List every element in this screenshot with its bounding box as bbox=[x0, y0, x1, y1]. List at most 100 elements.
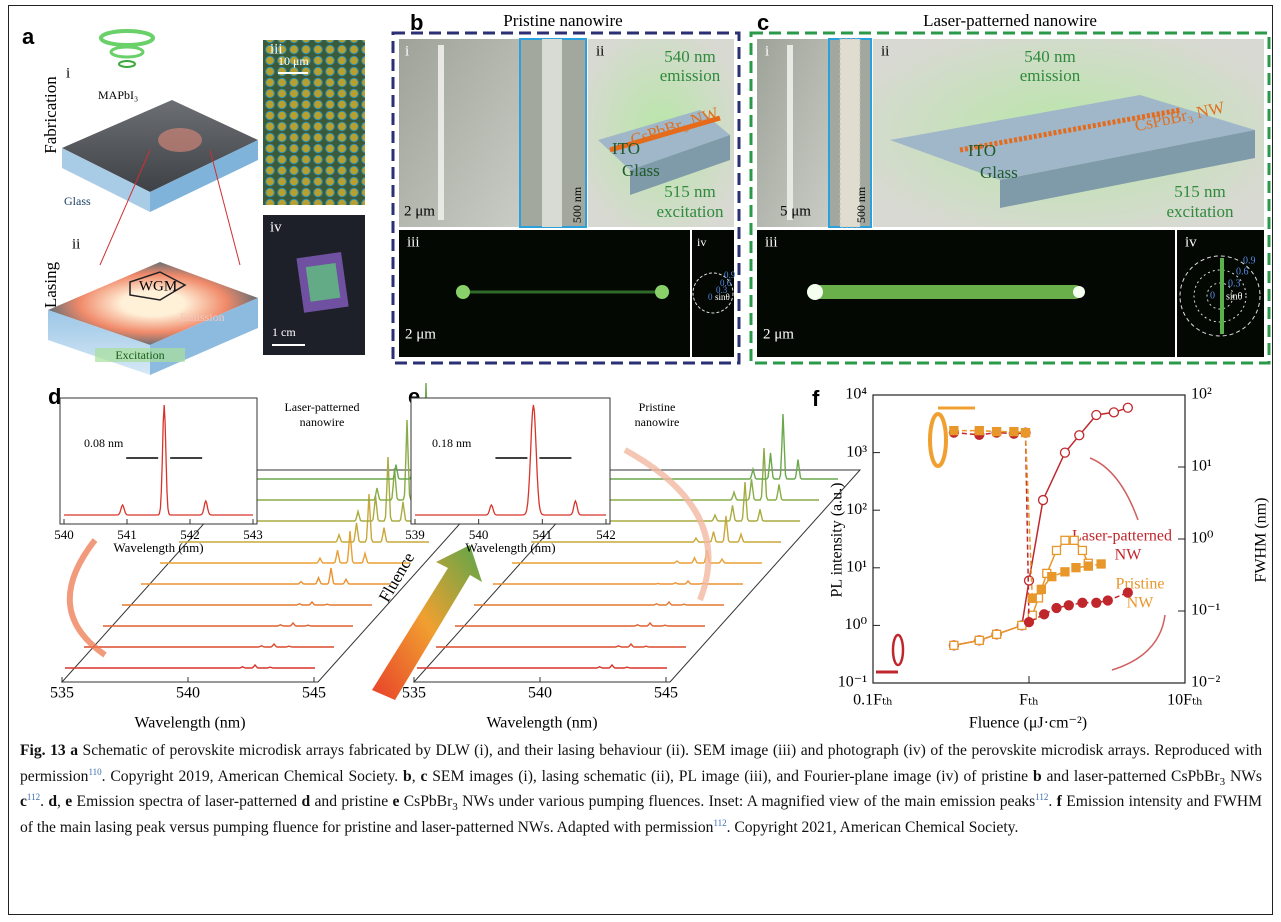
y2-tick-label: 10⁻² bbox=[1191, 674, 1220, 691]
marker bbox=[1010, 428, 1018, 436]
marker bbox=[975, 427, 983, 435]
marker bbox=[1022, 429, 1030, 437]
spectrum-trace bbox=[474, 602, 724, 605]
x-tick-label: 539 bbox=[405, 527, 425, 542]
polar-label: sinθ bbox=[1226, 291, 1243, 302]
marker bbox=[1084, 562, 1092, 570]
annotation-arrow bbox=[1090, 458, 1138, 520]
annotation-arrow bbox=[1112, 615, 1165, 670]
x-tick-label: Fₜₕ bbox=[1019, 692, 1039, 709]
sem-image bbox=[399, 39, 519, 227]
schematic-label: Glass bbox=[622, 161, 660, 180]
annotation: NW bbox=[1115, 547, 1143, 564]
inset-arrow bbox=[625, 450, 708, 600]
figure: a Fabrication Lasing i MAPbI₃ Glass iii … bbox=[0, 0, 1281, 732]
y-axis-title: PL intensity (a.u.) bbox=[829, 483, 846, 598]
panel-label: c bbox=[757, 10, 769, 35]
caption-run: b bbox=[1033, 768, 1042, 785]
schematic-label: excitation bbox=[1166, 202, 1234, 221]
spectrum-trace bbox=[84, 644, 334, 647]
citation: 112 bbox=[713, 817, 726, 827]
polar-label: 0.3 bbox=[1228, 278, 1241, 289]
beam-ring bbox=[111, 47, 143, 57]
x-tick-label: 535 bbox=[402, 685, 426, 702]
marker bbox=[1123, 403, 1132, 412]
spectrum-trace bbox=[141, 568, 391, 584]
axis-indicator bbox=[930, 414, 946, 466]
marker bbox=[1075, 431, 1084, 440]
panel-title: nanowire bbox=[300, 415, 345, 429]
end-spot bbox=[1073, 286, 1085, 298]
caption-run: NWs under various pumping fluences. Inse… bbox=[458, 793, 1035, 810]
inset-frame bbox=[411, 398, 610, 524]
label: MAPbI₃ bbox=[98, 88, 138, 102]
y-tick-label: 10⁰ bbox=[845, 616, 867, 633]
x-tick-label: 540 bbox=[528, 685, 552, 702]
spectrum-trace bbox=[417, 665, 667, 668]
marker bbox=[1092, 598, 1101, 607]
citation: 112 bbox=[1035, 792, 1048, 802]
width-label: 0.08 nm bbox=[84, 436, 124, 450]
series-line bbox=[954, 408, 1128, 646]
marker bbox=[975, 636, 983, 644]
y2-tick-label: 10² bbox=[1191, 386, 1212, 403]
marker bbox=[1028, 594, 1036, 602]
marker bbox=[1040, 610, 1049, 619]
beam-ring bbox=[119, 61, 135, 67]
caption-run: and laser-patterned CsPbBr bbox=[1042, 768, 1220, 785]
spectrum-trace bbox=[588, 414, 838, 479]
marker bbox=[950, 641, 958, 649]
marker bbox=[1025, 618, 1034, 627]
scale-label: 10 μm bbox=[278, 54, 309, 68]
annotation: NW bbox=[1127, 595, 1155, 612]
caption-run: . Copyright 2019, American Chemical Soci… bbox=[102, 768, 403, 785]
panel-title: Laser-patterned nanowire bbox=[923, 11, 1097, 30]
scale-label: 2 μm bbox=[405, 326, 436, 342]
marker bbox=[1072, 564, 1080, 572]
label: Glass bbox=[64, 194, 91, 208]
polar-label: sinθ bbox=[715, 292, 730, 302]
marker bbox=[950, 427, 958, 435]
nanowire bbox=[787, 45, 793, 220]
marker bbox=[1039, 496, 1048, 505]
citation: 110 bbox=[88, 766, 101, 776]
caption-run: CsPbBr bbox=[399, 793, 452, 810]
sub-label: i bbox=[66, 65, 70, 81]
sample-rainbow bbox=[306, 263, 341, 302]
marker bbox=[1109, 408, 1118, 417]
sub-label: i bbox=[765, 43, 769, 59]
marker bbox=[1123, 588, 1132, 597]
scale-label: 2 μm bbox=[404, 203, 435, 219]
x-tick-label: 540 bbox=[176, 685, 200, 702]
x-axis-title: Wavelength (nm) bbox=[134, 715, 245, 732]
marker bbox=[1092, 410, 1101, 419]
marker bbox=[1052, 546, 1060, 554]
schematic-label: ITO bbox=[612, 139, 640, 158]
x-axis-title: Fluence (μJ·cm⁻²) bbox=[969, 715, 1087, 732]
caption-run: Fig. 13 a bbox=[20, 742, 78, 759]
scale-label: 500 nm bbox=[570, 186, 584, 223]
inset-x-title: Wavelength (nm) bbox=[113, 540, 203, 555]
sub-label: iv bbox=[1185, 234, 1197, 250]
sub-label: ii bbox=[72, 236, 80, 252]
annotation: Laser-patterned bbox=[1072, 528, 1172, 545]
sub-label: ii bbox=[596, 43, 604, 59]
x-tick-label: 0.1Fₜₕ bbox=[853, 692, 893, 709]
polar-label: 0 bbox=[708, 292, 713, 302]
panel-label: d bbox=[48, 384, 61, 409]
panel-title: Pristine bbox=[639, 400, 676, 414]
caption-run: NWs bbox=[1225, 768, 1262, 785]
spectrum-trace bbox=[103, 623, 353, 626]
marker bbox=[1048, 573, 1056, 581]
schematic-label: 540 nm bbox=[664, 47, 715, 66]
y-tick-label: 10⁻¹ bbox=[838, 674, 867, 691]
sub-label: iii bbox=[765, 234, 778, 250]
spectrum-trace bbox=[436, 644, 686, 647]
caption-run: b bbox=[403, 768, 412, 785]
citation: 112 bbox=[27, 792, 40, 802]
x-tick-label: 545 bbox=[654, 685, 678, 702]
page: a Fabrication Lasing i MAPbI₃ Glass iii … bbox=[0, 0, 1281, 922]
y-tick-label: 10³ bbox=[846, 443, 867, 460]
marker bbox=[1061, 568, 1069, 576]
panel-label: b bbox=[410, 10, 423, 35]
